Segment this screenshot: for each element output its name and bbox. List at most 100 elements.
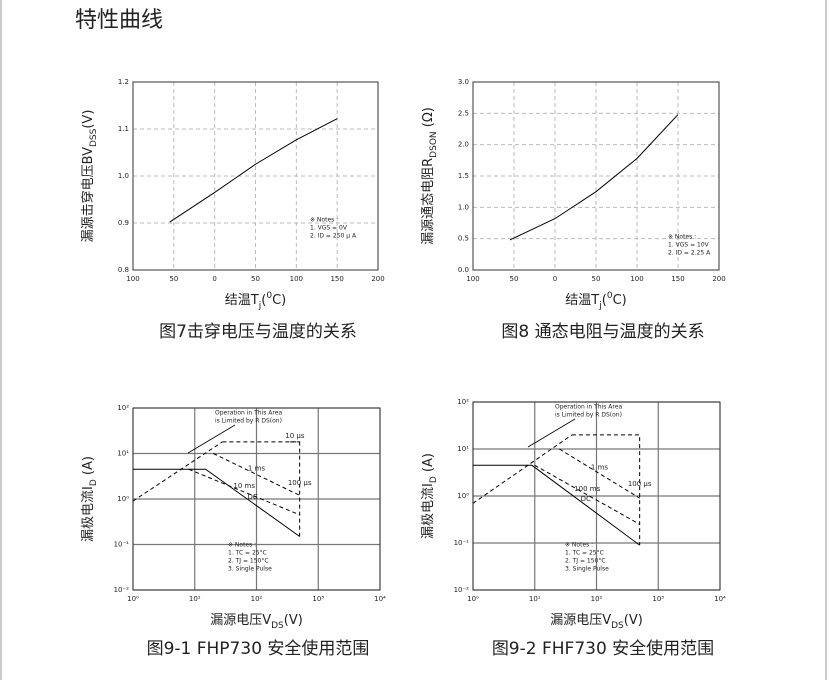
x-tick-label: 0 (553, 275, 557, 283)
series-label: 100 ms (574, 485, 600, 493)
note: 1. VGS = 10V (668, 242, 710, 249)
label-part: C) (272, 293, 286, 308)
y-tick-label: 0.0 (458, 266, 469, 274)
caption: 图9-2 FHF730 安全使用范围 (492, 638, 714, 659)
note: 1. VGS = 0V (310, 225, 348, 232)
label-part: j (258, 301, 262, 311)
label-part: 漏极电流I (80, 486, 96, 542)
label-part: 漏源通态电阻R (420, 158, 436, 245)
y-tick-label: 0.9 (118, 219, 129, 227)
label-part: j (598, 301, 602, 311)
series-label: 10 ms (233, 482, 255, 490)
x-tick-label: 50 (592, 275, 601, 283)
y-tick-label: 10¹ (457, 445, 469, 453)
series-label: 100 μs (288, 479, 312, 487)
series-label: 1 ms (591, 464, 608, 472)
y-tick-label: 1.5 (458, 172, 469, 180)
x-tick-label: 10⁴ (714, 595, 726, 603)
y-axis-label: 漏源击穿电压BVDSS(V) (80, 110, 99, 243)
x-tick-label: 10² (251, 595, 263, 603)
note: ※ Notes : (565, 542, 593, 549)
x-tick-label: 100 (126, 275, 139, 283)
annotation: is Limited by R DS(on) (555, 412, 622, 419)
note: ※ Notes : (668, 234, 696, 241)
note: 2. TJ = 150°C (228, 558, 269, 565)
annotation: is Limited by R DS(on) (215, 418, 282, 425)
series-label: DC (581, 495, 591, 503)
note: 3. Single Pulse (228, 566, 272, 573)
x-tick-label: 10³ (652, 595, 664, 603)
series-label: 1 ms (248, 464, 265, 472)
series-line (509, 114, 679, 241)
x-tick-label: 10⁰ (467, 595, 479, 603)
label-part: 结温T (565, 293, 599, 308)
y-axis-label: 漏极电流ID (A) (80, 456, 99, 542)
y-tick-label: 10⁻² (114, 586, 130, 594)
x-tick-label: 10² (591, 595, 603, 603)
series-line (534, 464, 640, 525)
plot-frame (132, 81, 379, 271)
y-tick-label: 10⁰ (117, 495, 129, 503)
x-axis-label: 结温Tj(0C) (225, 291, 286, 311)
x-tick-label: 200 (371, 275, 384, 283)
series-label: 100 μs (628, 480, 652, 488)
limit-line (472, 434, 573, 504)
x-tick-label: 10⁰ (127, 595, 139, 603)
label-part: (V) (624, 613, 643, 628)
label-part: (Ω) (421, 107, 436, 131)
note: 2. TJ = 150°C (565, 558, 606, 565)
caption: 图8 通态电阻与温度的关系 (501, 322, 704, 342)
x-axis-label: 漏源电压VDS(V) (210, 612, 303, 631)
label-part: D (429, 476, 439, 483)
y-tick-label: 1.0 (458, 203, 469, 211)
x-axis-label: 结温Tj(0C) (565, 291, 626, 311)
caption: 图7击穿电压与温度的关系 (159, 322, 357, 342)
series-line (213, 453, 300, 496)
x-tick-label: 10¹ (189, 595, 201, 603)
label-part: 0 (607, 291, 613, 301)
plot-frame (472, 401, 721, 591)
x-tick-label: 100 (290, 275, 303, 283)
y-tick-label: 10⁻¹ (454, 539, 470, 547)
annotation: Operation in This Area (555, 404, 622, 411)
label-part: DSS (89, 128, 99, 147)
series-line (571, 434, 641, 546)
label-part: 漏源电压V (210, 612, 271, 628)
limit-line (132, 441, 223, 502)
y-tick-label: 10² (457, 398, 469, 406)
y-axis-label: 漏极电流ID (A) (420, 453, 439, 539)
label-part: D (89, 479, 99, 486)
note: ※ Notes : (310, 217, 338, 224)
caption: 图9-1 FHP730 安全使用范围 (147, 638, 370, 659)
label-part: 漏极电流I (420, 483, 436, 539)
annotation: Operation in This Area (215, 410, 282, 417)
note: 1. TC = 25°C (228, 550, 267, 557)
series-label: DC (248, 493, 258, 501)
x-tick-label: 10³ (312, 595, 324, 603)
y-tick-label: 10⁰ (457, 492, 469, 500)
annotation-arrow (187, 424, 236, 454)
note: ※ Notes : (228, 542, 256, 549)
series-line (133, 468, 300, 537)
x-tick-label: 100 (630, 275, 643, 283)
y-tick-label: 10⁻¹ (114, 541, 130, 549)
y-tick-label: 1.1 (118, 125, 129, 133)
label-part: (A) (81, 456, 96, 479)
label-part: 漏源击穿电压BV (80, 147, 96, 243)
series-line (169, 118, 338, 223)
y-tick-label: 3.0 (458, 78, 469, 86)
y-tick-label: 0.8 (118, 266, 129, 274)
label-part: 漏源电压V (550, 612, 611, 628)
x-tick-label: 50 (169, 275, 178, 283)
label-part: 0 (266, 291, 272, 301)
x-tick-label: 150 (671, 275, 684, 283)
y-tick-label: 10⁻² (454, 586, 470, 594)
label-part: ( (261, 293, 266, 308)
label-part: DS (611, 621, 624, 631)
x-axis-label: 漏源电压VDS(V) (550, 612, 643, 631)
x-tick-label: 50 (510, 275, 519, 283)
label-part: 结温T (225, 293, 259, 308)
annotation-arrow (527, 418, 576, 448)
